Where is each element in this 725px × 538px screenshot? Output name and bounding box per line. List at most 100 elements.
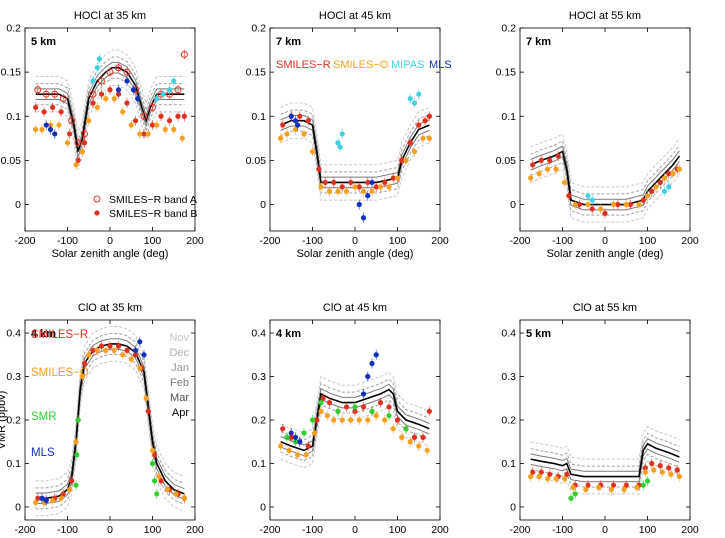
data-point: [386, 413, 392, 419]
model-line: [530, 432, 680, 467]
data-point: [422, 118, 428, 124]
data-point: [562, 179, 568, 186]
data-point: [547, 157, 553, 163]
model-line: [35, 49, 185, 135]
data-point: [394, 175, 401, 181]
data-point: [141, 131, 147, 137]
data-point: [326, 400, 333, 406]
data-point: [316, 166, 322, 172]
data-point: [130, 87, 136, 93]
x-tick-label: 100: [389, 235, 407, 247]
data-point: [386, 184, 392, 190]
model-line: [530, 150, 681, 206]
data-point: [596, 484, 602, 490]
data-point: [360, 391, 367, 397]
data-point: [318, 408, 324, 414]
data-point: [343, 404, 350, 410]
data-point: [50, 104, 56, 111]
model-line: [35, 338, 185, 494]
legend-label: MIPAS: [391, 59, 424, 71]
y-tick-label: 0.3: [501, 371, 516, 383]
data-point: [568, 495, 574, 501]
data-point: [94, 104, 100, 111]
plot-area: [528, 425, 682, 504]
legend-label: SMILES−R band A: [109, 194, 197, 206]
data-point: [572, 491, 578, 497]
data-point: [179, 135, 185, 141]
y-tick-label: 0.1: [251, 111, 266, 123]
data-point: [280, 122, 286, 128]
data-point: [649, 188, 655, 194]
model-line: [530, 140, 680, 195]
data-point: [627, 201, 634, 208]
data-point: [39, 495, 45, 501]
y-tick-label: 0.1: [6, 111, 21, 123]
data-point: [73, 482, 79, 488]
data-point: [407, 96, 413, 102]
y-tick-label: 0.3: [6, 371, 21, 383]
data-point: [51, 90, 59, 98]
data-point: [314, 417, 320, 423]
data-point: [382, 417, 388, 423]
data-point: [164, 486, 170, 493]
data-point: [610, 482, 617, 488]
data-point: [301, 430, 307, 436]
data-point: [135, 96, 141, 102]
data-point: [651, 467, 657, 473]
data-point: [411, 434, 418, 440]
model-line: [280, 137, 430, 201]
data-point: [81, 130, 88, 138]
data-point: [59, 95, 67, 103]
data-point: [64, 140, 71, 146]
data-point: [90, 78, 96, 84]
chart-panel-1: HOCl at 35 km -200 -100 0 100 200 0 0.05 0.1 0.15…: [1, 10, 204, 260]
data-point: [171, 126, 177, 133]
data-point: [536, 171, 542, 177]
data-point: [416, 443, 422, 449]
y-tick-label: 0.05: [246, 155, 267, 167]
y-tick-label: 0.2: [6, 415, 21, 427]
data-point: [530, 469, 536, 475]
data-point: [103, 347, 109, 354]
x-tick-label: -200: [259, 235, 280, 247]
data-point: [676, 473, 682, 480]
x-tick-label: 0: [602, 235, 608, 247]
data-point: [301, 131, 307, 137]
x-tick-label: 200: [431, 524, 449, 536]
data-point: [132, 118, 139, 124]
data-point: [50, 497, 56, 504]
model-line: [530, 448, 680, 483]
model-line: [280, 371, 430, 434]
data-point: [608, 486, 614, 493]
data-point: [416, 122, 422, 128]
data-point: [86, 352, 92, 358]
model-line: [280, 378, 430, 441]
model-line: [280, 119, 430, 184]
data-point: [553, 166, 559, 172]
data-point: [33, 104, 39, 111]
x-axis-label: Solar zenith angle (deg): [547, 248, 664, 260]
data-point: [284, 434, 290, 440]
chart-title: HOCl at 45 km: [319, 10, 391, 22]
legend-label: SMR: [31, 411, 57, 423]
data-point: [659, 469, 665, 475]
chart-title: HOCl at 35 km: [74, 10, 146, 22]
data-point: [295, 452, 301, 458]
data-point: [373, 352, 379, 358]
data-point: [297, 439, 303, 445]
data-point: [348, 417, 354, 423]
legend-label: MLS: [31, 447, 55, 459]
data-point: [640, 482, 646, 488]
data-point: [589, 206, 595, 212]
x-tick-label: 200: [431, 235, 449, 247]
chart-title: ClO at 55 km: [573, 302, 637, 314]
data-point: [94, 65, 100, 71]
x-tick-label: 200: [186, 524, 204, 536]
data-point: [530, 162, 536, 168]
data-point: [173, 491, 179, 497]
data-point: [661, 188, 668, 194]
model-line: [530, 425, 680, 460]
data-point: [411, 100, 418, 106]
x-tick-label: 0: [352, 235, 358, 247]
data-point: [128, 356, 134, 362]
